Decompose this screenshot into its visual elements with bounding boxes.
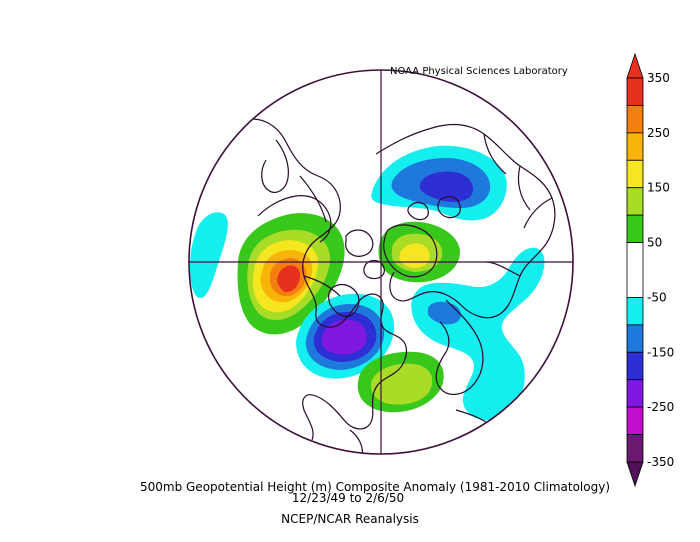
colorbar-bin xyxy=(626,132,644,161)
colorbar-bin xyxy=(626,187,644,216)
anomaly-negative-east-violet xyxy=(321,319,367,355)
reference-lines xyxy=(189,70,573,454)
anomaly-negative-region-eurasia xyxy=(411,247,545,421)
coast-novaya-zemlya xyxy=(437,196,461,219)
colorbar-tick-label: 150 xyxy=(647,181,670,195)
anomaly-negative-siberia-indigo xyxy=(419,171,474,202)
date-range: 12/23/49 to 2/6/50 xyxy=(291,491,405,505)
coast-kamchatka xyxy=(261,139,289,193)
colorbar-tick-label: -350 xyxy=(647,455,674,469)
coast-canadian-archipelago xyxy=(345,229,385,280)
coast-east-asia xyxy=(257,195,332,243)
coast-greenland xyxy=(383,224,438,278)
colorbar-bin xyxy=(626,434,644,463)
colorbar-arrow-top xyxy=(626,52,644,79)
colorbar-tick-label: -50 xyxy=(647,290,667,304)
coast-svalbard xyxy=(407,201,429,221)
colorbar-tick-label: -150 xyxy=(647,345,674,359)
colorbar-bin xyxy=(626,324,644,353)
data-source: NCEP/NCAR Reanalysis xyxy=(281,512,419,526)
colorbar-bin xyxy=(626,242,644,298)
colorbar-tick-label: 250 xyxy=(647,126,670,140)
coast-europe xyxy=(435,299,484,395)
map-boundary xyxy=(188,69,574,455)
colorbar-tick-label: 50 xyxy=(647,236,662,250)
anomaly-fields xyxy=(190,145,545,421)
map-title: 500mb Geopotential Height (m) Composite … xyxy=(139,480,610,494)
colorbar-bin xyxy=(626,77,644,106)
credit-text: NOAA Physical Sciences Laboratory xyxy=(390,66,568,77)
anomaly-positive-west-red xyxy=(277,265,301,292)
border-north-america-1 xyxy=(299,175,341,297)
colorbar-bin xyxy=(626,105,644,134)
colorbar: 350 250 150 50 -50 -150 -250 -350 xyxy=(626,52,674,488)
anomaly-negative-region-pacific xyxy=(190,212,228,299)
colorbar-bin xyxy=(626,297,644,326)
coast-north-america xyxy=(245,118,408,441)
colorbar-bin xyxy=(626,379,644,408)
colorbar-bin xyxy=(626,351,644,381)
colorbar-tick-label: -250 xyxy=(647,400,674,414)
colorbar-tick-label: 350 xyxy=(647,71,670,85)
colorbar-bin xyxy=(626,214,644,243)
coast-eurasia xyxy=(375,124,556,319)
colorbar-bin xyxy=(626,159,644,189)
anomaly-positive-atlantic-lime xyxy=(370,363,433,405)
colorbar-bin xyxy=(626,406,644,435)
border-eurasia-1 xyxy=(483,133,553,277)
coast-hudson-bay xyxy=(328,283,360,317)
coastlines xyxy=(245,118,556,454)
